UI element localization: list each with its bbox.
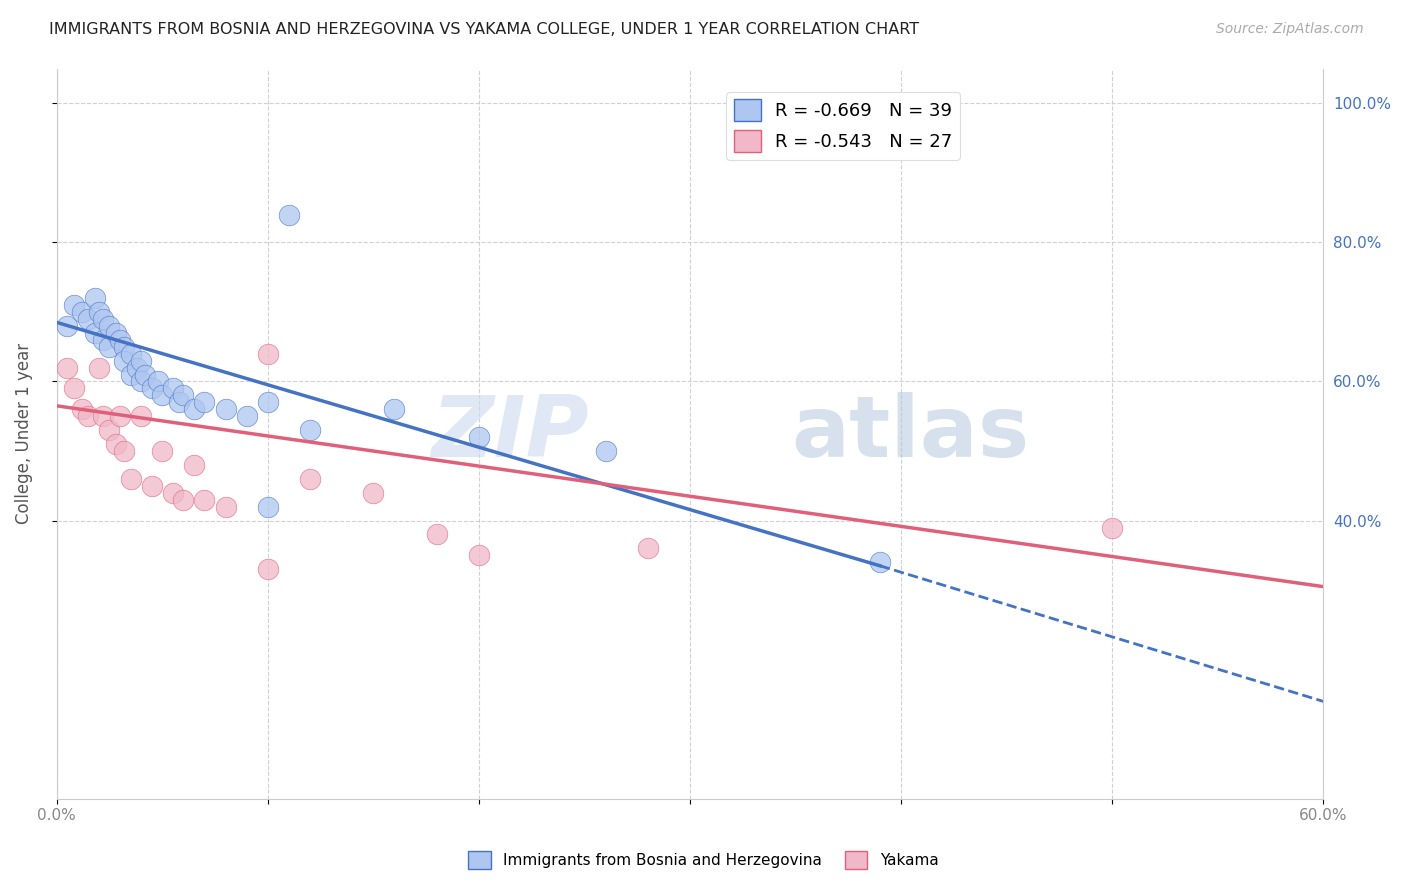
Point <box>183 458 205 472</box>
Point <box>193 492 215 507</box>
Point <box>256 562 278 576</box>
Point <box>595 444 617 458</box>
Point <box>298 472 321 486</box>
Point <box>98 318 121 333</box>
Legend: Immigrants from Bosnia and Herzegovina, Yakama: Immigrants from Bosnia and Herzegovina, … <box>461 845 945 875</box>
Point <box>91 333 114 347</box>
Point <box>361 485 384 500</box>
Point <box>426 527 449 541</box>
Point <box>167 395 190 409</box>
Point <box>91 311 114 326</box>
Point <box>91 409 114 424</box>
Point <box>214 500 236 514</box>
Point <box>62 381 84 395</box>
Point <box>120 472 142 486</box>
Y-axis label: College, Under 1 year: College, Under 1 year <box>15 343 32 524</box>
Text: atlas: atlas <box>792 392 1029 475</box>
Point <box>468 430 491 444</box>
Point <box>150 388 173 402</box>
Point <box>637 541 659 556</box>
Point <box>468 549 491 563</box>
Point <box>77 409 100 424</box>
Point <box>56 360 79 375</box>
Text: IMMIGRANTS FROM BOSNIA AND HERZEGOVINA VS YAKAMA COLLEGE, UNDER 1 YEAR CORRELATI: IMMIGRANTS FROM BOSNIA AND HERZEGOVINA V… <box>49 22 920 37</box>
Point <box>112 340 135 354</box>
Point <box>162 381 184 395</box>
Point <box>129 353 152 368</box>
Point <box>141 381 163 395</box>
Point <box>277 208 299 222</box>
Point <box>141 479 163 493</box>
Point <box>256 395 278 409</box>
Point <box>125 360 148 375</box>
Text: ZIP: ZIP <box>432 392 589 475</box>
Point <box>869 555 891 569</box>
Point <box>162 485 184 500</box>
Point <box>104 326 127 340</box>
Point <box>129 409 152 424</box>
Point <box>150 444 173 458</box>
Point <box>77 311 100 326</box>
Point <box>256 346 278 360</box>
Point <box>146 375 169 389</box>
Legend: R = -0.669   N = 39, R = -0.543   N = 27: R = -0.669 N = 39, R = -0.543 N = 27 <box>727 92 959 160</box>
Point <box>98 340 121 354</box>
Point <box>87 305 110 319</box>
Point <box>256 500 278 514</box>
Point <box>87 360 110 375</box>
Point <box>112 444 135 458</box>
Text: Source: ZipAtlas.com: Source: ZipAtlas.com <box>1216 22 1364 37</box>
Point <box>172 388 194 402</box>
Point <box>62 298 84 312</box>
Point <box>98 423 121 437</box>
Point <box>129 375 152 389</box>
Point <box>384 402 406 417</box>
Point <box>83 291 105 305</box>
Point <box>214 402 236 417</box>
Point <box>120 368 142 382</box>
Point <box>104 437 127 451</box>
Point <box>112 353 135 368</box>
Point <box>108 333 131 347</box>
Point <box>235 409 257 424</box>
Point <box>120 346 142 360</box>
Point <box>183 402 205 417</box>
Point <box>56 318 79 333</box>
Point <box>172 492 194 507</box>
Point <box>83 326 105 340</box>
Point <box>1101 520 1123 534</box>
Point <box>298 423 321 437</box>
Point <box>108 409 131 424</box>
Point <box>193 395 215 409</box>
Point <box>70 402 93 417</box>
Point <box>70 305 93 319</box>
Point <box>134 368 156 382</box>
